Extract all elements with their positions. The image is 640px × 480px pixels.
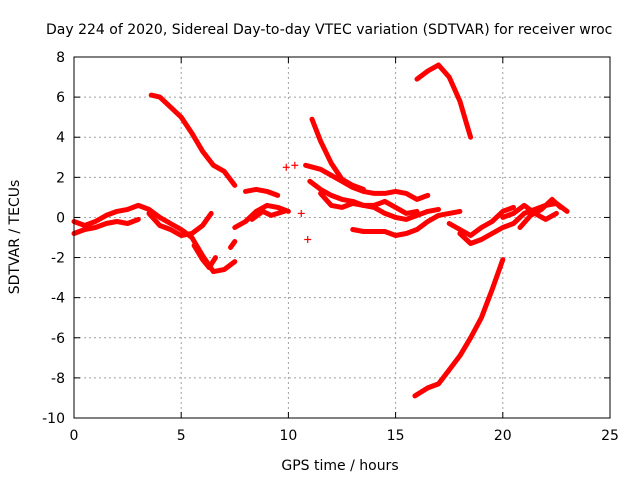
series-arc-n [350,208,463,238]
x-tick-label: 25 [601,428,619,444]
series-arc-o [414,62,474,140]
plot-frame [73,56,611,419]
series-arc-s [517,196,564,230]
series-arc-f [228,239,238,250]
y-tick-label: -6 [51,331,65,347]
y-tick-label: 8 [56,50,65,66]
y-tick-label: -10 [42,411,65,427]
series-arc-k [303,162,431,202]
y-tick-label: -2 [51,251,65,267]
series-arc-g [232,202,291,230]
series-arc-c [146,210,214,238]
series-arc-d [148,92,238,188]
x-tick-label: 5 [177,428,186,444]
data-point-marker [282,163,290,171]
y-tick-label: -8 [51,371,65,387]
series-arc-h [243,186,281,198]
isolated-points-layer [282,161,312,244]
x-tick-label: 10 [279,428,297,444]
series-arc-q [446,204,516,238]
x-axis-label: GPS time / hours [281,458,398,474]
series-arc-m [318,190,420,216]
data-point-marker [304,236,312,244]
y-tick-label: 6 [56,90,65,106]
grid-layer [74,57,610,418]
series-arc-a [71,216,141,236]
series-arc-t [500,202,559,222]
chart-title: Day 224 of 2020, Sidereal Day-to-day VTE… [46,22,612,38]
y-tick-label: 2 [56,170,65,186]
series-arc-p [412,257,506,399]
series-layer [71,62,570,399]
y-tick-label: -4 [51,291,65,307]
ticks-layer: 0 5 10 15 20 25 -10 -8 -6 -4 -2 0 2 4 6 8 [42,50,619,444]
y-tick-label: 0 [56,210,65,226]
data-point-marker [297,209,305,217]
x-tick-label: 0 [70,428,79,444]
x-tick-label: 15 [387,428,405,444]
x-tick-label: 20 [494,428,512,444]
y-axis-label: SDTVAR / TECUs [7,180,23,295]
series-arc-e [191,243,218,271]
data-point-marker [291,161,299,169]
y-tick-label: 4 [56,130,65,146]
series-arc-i [249,208,287,222]
